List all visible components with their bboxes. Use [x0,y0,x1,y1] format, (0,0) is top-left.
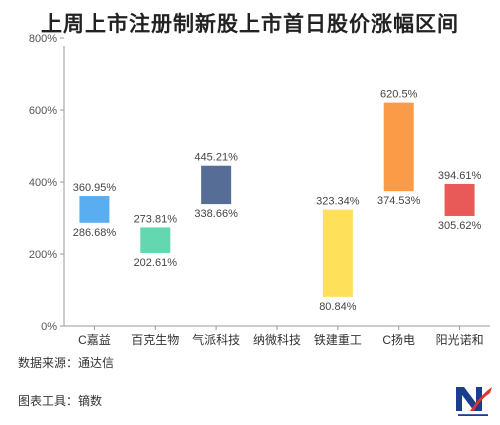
low-value-label: 80.84% [319,301,357,313]
data-labels: 360.95% 286.68% 273.81% 202.61% 445.21% 338.6… [73,89,482,313]
range-bar [140,227,171,254]
chart-title: 上周上市注册制新股上市首日股价涨幅区间 [41,13,459,36]
high-value-label: 620.5% [380,89,418,101]
y-tick-label: 800% [29,33,57,45]
low-value-label: 202.61% [134,257,178,269]
axes: 0%200%400%600%800%1000%1200%1400%C嘉益百克生物… [29,33,490,347]
range-bar [79,196,110,223]
range-bar [383,102,414,192]
x-category-label: 铁建重工 [314,333,362,347]
y-tick-label: 200% [29,249,57,261]
newspaper-logo-mark: ▬▬▬▬▬ [458,412,488,418]
low-value-label: 305.62% [438,220,482,232]
low-value-label: 374.53% [377,195,421,207]
x-category-label: C嘉益 [78,333,111,347]
x-category-label: 百克生物 [131,333,179,347]
bars [79,102,475,297]
high-value-label: 273.81% [134,213,178,225]
range-bar [201,165,232,205]
low-value-label: 338.66% [194,208,238,220]
y-tick-label: 600% [29,105,57,117]
data-source-note: 数据来源：通达信 [18,356,115,370]
high-value-label: 394.61% [438,170,482,182]
range-bar [444,183,475,216]
x-category-label: C扬电 [382,332,415,347]
x-category-label: 阳光诺和 [436,333,484,347]
x-category-label: 气派科技 [192,332,240,347]
newspaper-logo-icon [456,387,492,411]
high-value-label: 323.34% [316,196,360,208]
high-value-label: 445.21% [194,152,238,164]
chart-tool-note: 图表工具：镝数 [18,394,103,408]
high-value-label: 360.95% [73,182,117,194]
y-tick-label: 400% [29,177,57,189]
x-category-label: 纳微科技 [253,333,301,347]
low-value-label: 286.68% [73,227,117,239]
range-bar [322,209,353,297]
y-tick-label: 0% [41,321,57,333]
